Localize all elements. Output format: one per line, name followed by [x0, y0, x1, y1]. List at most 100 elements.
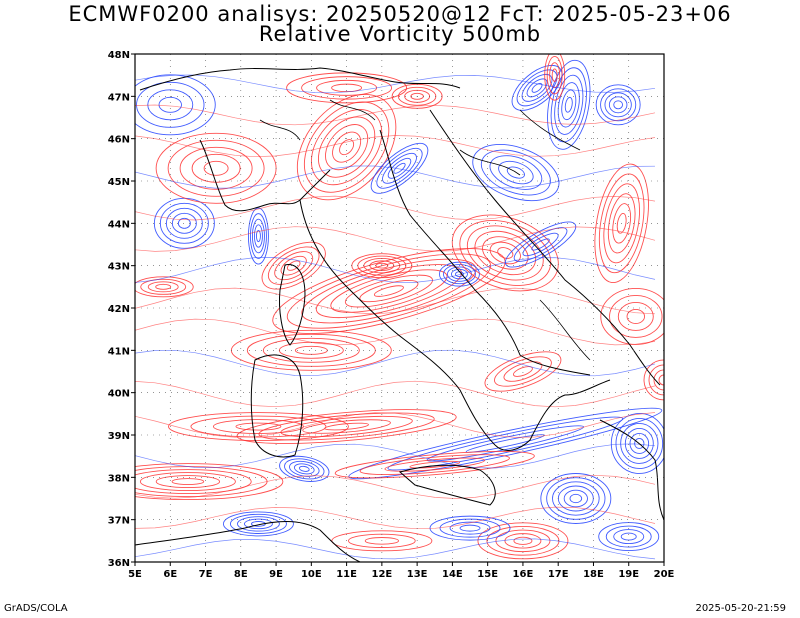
negative-vorticity-contour [229, 513, 287, 534]
negative-vorticity-contour [604, 92, 632, 118]
positive-vorticity-contour [486, 525, 560, 556]
positive-vorticity-contour [236, 409, 457, 444]
lat-tick-label: 38N [108, 473, 130, 484]
lat-tick-label: 48N [108, 50, 130, 61]
lon-tick-label: 11E [336, 569, 357, 580]
negative-vorticity-contour [171, 212, 197, 234]
positive-vorticity-contour [325, 124, 369, 171]
background-contour [135, 104, 656, 126]
negative-vorticity-contour [284, 458, 325, 480]
timestamp: 2025-05-20-21:59 [695, 603, 786, 614]
positive-vorticity-contour [607, 193, 636, 254]
positive-vorticity-contour [384, 457, 486, 472]
lon-tick-label: 14E [442, 569, 463, 580]
negative-vorticity-contour [222, 511, 294, 537]
positive-vorticity-contour [286, 253, 492, 329]
negative-vorticity-contour [370, 142, 429, 194]
positive-vorticity-contour [551, 68, 558, 82]
negative-vorticity-contour [255, 229, 261, 243]
positive-vorticity-contour [203, 160, 229, 176]
background-contour [135, 135, 656, 158]
negative-vorticity-contour [472, 143, 560, 202]
negative-vorticity-contour [147, 89, 194, 121]
negative-vorticity-contour [522, 232, 559, 257]
negative-vorticity-contour [449, 521, 491, 535]
positive-vorticity-contour [658, 374, 664, 386]
lon-tick-label: 7E [199, 569, 213, 580]
vorticity-contours [135, 54, 664, 560]
positive-vorticity-contour [513, 536, 533, 545]
positive-vorticity-contour [190, 415, 327, 438]
positive-vorticity-contour [171, 478, 205, 486]
positive-vorticity-contour [331, 530, 433, 552]
negative-vorticity-contour [620, 423, 659, 464]
negative-vorticity-contour [516, 69, 558, 107]
negative-vorticity-contour [531, 238, 550, 251]
map-title: ECMWF0200 analisys: 20250520@12 FcT: 202… [68, 2, 732, 26]
negative-vorticity-contour [387, 416, 624, 471]
negative-vorticity-contour [177, 217, 191, 229]
lon-tick-label: 9E [269, 569, 283, 580]
lon-tick-label: 5E [128, 569, 142, 580]
background-contour [135, 287, 656, 315]
negative-vorticity-contour [521, 73, 553, 102]
positive-vorticity-contour [262, 337, 360, 363]
negative-vorticity-contour [243, 518, 273, 530]
map-subtitle: Relative Vorticity 500mb [258, 22, 542, 46]
negative-vorticity-contour [610, 413, 664, 474]
positive-vorticity-contour [135, 276, 194, 298]
lat-tick-label: 36N [108, 558, 130, 569]
italy-east-coast [379, 129, 591, 376]
negative-vorticity-contour [498, 160, 534, 185]
negative-vorticity-contour [459, 524, 481, 532]
positive-vorticity-contour [330, 269, 448, 313]
negative-vorticity-contour [547, 59, 591, 150]
positive-vorticity-contour [286, 260, 301, 271]
positive-vorticity-contour [140, 278, 187, 295]
positive-vorticity-contour [603, 183, 640, 264]
positive-vorticity-contour [301, 76, 393, 100]
negative-vorticity-contour [279, 455, 330, 482]
negative-vorticity-contour [506, 166, 525, 179]
positive-vorticity-contour [359, 279, 419, 303]
positive-vorticity-contour [318, 116, 376, 178]
negative-vorticity-contour [376, 147, 423, 189]
positive-vorticity-contour [549, 62, 561, 89]
negative-vorticity-contour [489, 155, 543, 190]
positive-vorticity-contour [594, 163, 649, 284]
negative-vorticity-contour [552, 481, 600, 516]
sardinia [250, 354, 304, 458]
lon-tick-label: 10E [301, 569, 322, 580]
negative-vorticity-contour [608, 96, 628, 114]
positive-vorticity-contour [612, 203, 632, 244]
positive-vorticity-contour [373, 285, 404, 297]
negative-vorticity-contour [561, 89, 577, 121]
positive-vorticity-contour [512, 366, 533, 377]
lon-tick-label: 6E [163, 569, 177, 580]
negative-vorticity-contour [557, 82, 580, 128]
positive-vorticity-contour [609, 295, 663, 338]
negative-vorticity-contour [249, 213, 267, 259]
background-contour [135, 165, 656, 189]
positive-vorticity-contour [495, 529, 551, 553]
positive-vorticity-contour [364, 537, 399, 545]
lon-tick-label: 8E [234, 569, 248, 580]
negative-vorticity-contour [293, 463, 315, 475]
positive-vorticity-contour [155, 283, 172, 290]
positive-vorticity-contour [648, 364, 664, 396]
negative-vorticity-contour [136, 81, 205, 128]
lat-tick-label: 43N [108, 262, 130, 273]
positive-vorticity-contour [474, 230, 537, 276]
positive-vorticity-contour [451, 214, 559, 292]
positive-vorticity-contour [484, 351, 562, 392]
negative-vorticity-contour [465, 434, 545, 453]
positive-vorticity-contour [497, 247, 514, 259]
lat-tick-label: 42N [108, 304, 130, 315]
positive-vorticity-contour [489, 241, 521, 265]
background-contour [135, 195, 656, 221]
positive-vorticity-contour [135, 469, 252, 495]
positive-vorticity-contour [296, 94, 397, 201]
positive-vorticity-contour [344, 274, 433, 308]
positive-vorticity-contour [179, 146, 253, 190]
